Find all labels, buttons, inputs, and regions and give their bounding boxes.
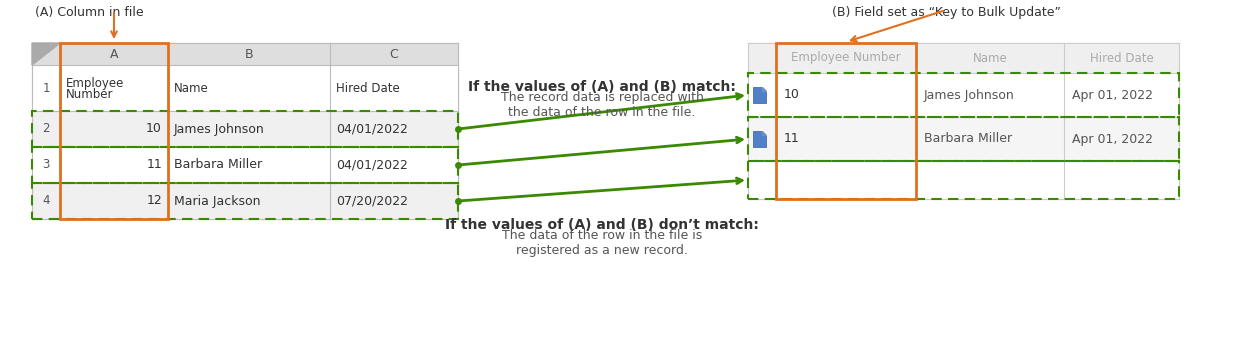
Polygon shape [32,43,60,65]
Text: Apr 01, 2022: Apr 01, 2022 [1072,88,1153,102]
Text: 11: 11 [784,133,800,145]
Polygon shape [763,87,766,91]
Polygon shape [763,131,766,135]
Text: The data of the row in the file is
registered as a new record.: The data of the row in the file is regis… [501,229,702,257]
FancyBboxPatch shape [748,43,1179,73]
Text: 4: 4 [42,195,50,207]
FancyBboxPatch shape [32,65,458,111]
Text: 12: 12 [147,195,162,207]
Text: If the values of (A) and (B) match:: If the values of (A) and (B) match: [468,80,736,94]
Text: 04/01/2022: 04/01/2022 [336,122,408,135]
Text: Name: Name [973,52,1008,64]
Text: Hired Date: Hired Date [1090,52,1153,64]
Polygon shape [763,87,766,91]
Text: 04/01/2022: 04/01/2022 [336,158,408,172]
Text: C: C [389,47,398,61]
Text: Barbara Miller: Barbara Miller [924,133,1013,145]
FancyBboxPatch shape [32,147,458,183]
Text: James Johnson: James Johnson [924,88,1015,102]
Text: A: A [109,47,118,61]
FancyBboxPatch shape [32,111,458,147]
FancyBboxPatch shape [748,73,1179,117]
FancyBboxPatch shape [32,183,458,219]
Polygon shape [763,131,766,135]
Text: B: B [245,47,254,61]
Text: 07/20/2022: 07/20/2022 [336,195,408,207]
Text: Apr 01, 2022: Apr 01, 2022 [1072,133,1153,145]
Text: Employee Number: Employee Number [791,52,901,64]
Text: 11: 11 [147,158,162,172]
Text: James Johnson: James Johnson [174,122,265,135]
Text: Number: Number [66,88,113,102]
Text: Barbara Miller: Barbara Miller [174,158,262,172]
Text: 3: 3 [42,158,50,172]
FancyBboxPatch shape [753,87,766,103]
Text: Name: Name [174,81,209,95]
Text: The record data is replaced with
the data of the row in the file.: The record data is replaced with the dat… [500,91,703,119]
Text: If the values of (A) and (B) don’t match:: If the values of (A) and (B) don’t match… [445,218,759,232]
FancyBboxPatch shape [32,43,458,219]
Text: (B) Field set as “Key to Bulk Update”: (B) Field set as “Key to Bulk Update” [831,6,1060,19]
Text: 1: 1 [42,81,50,95]
FancyBboxPatch shape [748,161,1179,199]
Text: 10: 10 [146,122,162,135]
Text: (A) Column in file: (A) Column in file [35,6,143,19]
Text: 2: 2 [42,122,50,135]
FancyBboxPatch shape [748,117,1179,161]
Text: Maria Jackson: Maria Jackson [174,195,260,207]
FancyBboxPatch shape [32,43,458,65]
FancyBboxPatch shape [753,131,766,147]
FancyBboxPatch shape [748,43,1179,199]
Text: 10: 10 [784,88,800,102]
Text: Employee: Employee [66,77,124,89]
Text: Hired Date: Hired Date [336,81,399,95]
